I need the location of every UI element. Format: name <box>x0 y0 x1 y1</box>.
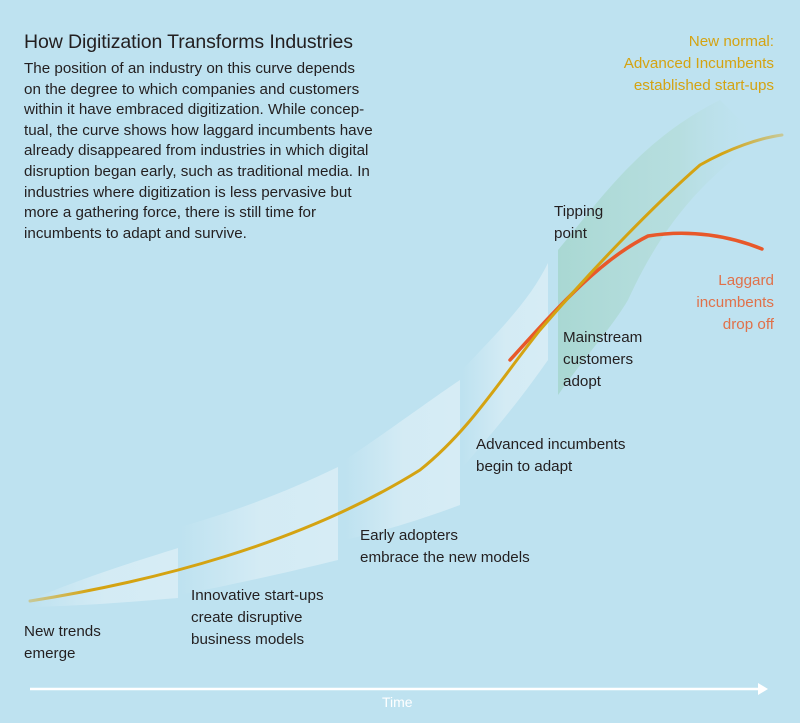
label-line: adopt <box>563 373 602 390</box>
outcome-label-new-normal: New normal: Advanced Incumbents establis… <box>624 31 774 97</box>
main-curve <box>28 133 784 603</box>
stage-label-tipping-point: Tipping point <box>554 201 603 245</box>
label-line: point <box>554 225 587 242</box>
label-line: New trends <box>24 623 101 640</box>
label-line: incumbents <box>696 294 774 311</box>
intro-line: industries where digitization is less pe… <box>24 183 352 201</box>
intro-line: disruption began early, such as traditio… <box>24 162 370 180</box>
label-line: drop off <box>722 316 774 333</box>
label-line: create disruptive <box>191 609 303 626</box>
tipping-band <box>558 100 760 395</box>
stage-label-mainstream: Mainstream customers adopt <box>563 327 642 393</box>
intro-paragraph: The position of an industry on this curv… <box>24 59 394 244</box>
intro-line: on the degree to which companies and cus… <box>24 80 360 98</box>
stage-label-advanced-incumbents: Advanced incumbents begin to adapt <box>476 434 625 478</box>
stage-label-new-trends: New trends emerge <box>24 621 101 665</box>
label-line: Advanced Incumbents <box>623 55 774 72</box>
label-line: New normal: <box>688 33 774 50</box>
arrow-right-icon <box>758 683 768 695</box>
label-line: established start-ups <box>633 77 774 94</box>
label-line: embrace the new models <box>360 549 530 566</box>
label-line: Mainstream <box>563 329 643 346</box>
intro-line: already disappeared from industries in w… <box>24 142 369 160</box>
intro-line: more a gathering force, there is still t… <box>24 204 317 222</box>
label-line: Innovative start-ups <box>191 587 324 604</box>
stage-band-1 <box>30 548 178 607</box>
intro-line: The position of an industry on this curv… <box>24 60 355 77</box>
intro-line: incumbents to adapt and survive. <box>24 224 247 242</box>
label-line: customers <box>563 351 634 368</box>
stage-band-2 <box>180 467 338 595</box>
intro-line: tual, the curve shows how laggard incumb… <box>24 121 373 139</box>
label-line: emerge <box>24 645 76 662</box>
stage-label-innovative-startups: Innovative start-ups create disruptive b… <box>191 585 324 651</box>
stage-band-3 <box>345 380 460 540</box>
time-axis-label: Time <box>382 694 413 710</box>
label-line: Tipping <box>554 203 604 220</box>
label-line: Advanced incumbents <box>476 436 626 453</box>
label-line: begin to adapt <box>476 458 573 475</box>
intro-line: within it have embraced digitization. Wh… <box>24 101 365 119</box>
label-line: Early adopters <box>360 527 458 544</box>
outcome-label-laggard: Laggard incumbents drop off <box>696 270 774 336</box>
stage-band-4 <box>462 263 548 468</box>
label-line: business models <box>191 631 305 648</box>
label-line: Laggard <box>718 272 774 289</box>
stage-label-early-adopters: Early adopters embrace the new models <box>360 525 530 569</box>
page-title: How Digitization Transforms Industries <box>24 31 353 53</box>
